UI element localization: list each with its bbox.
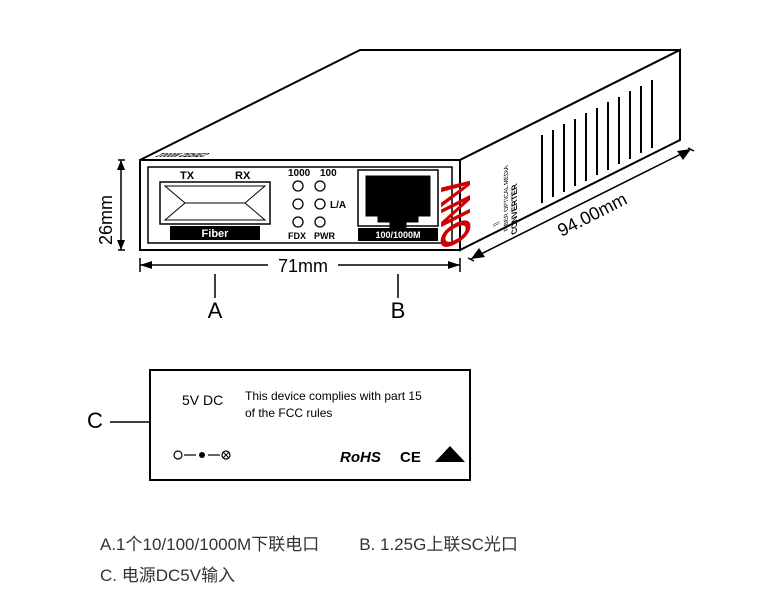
svg-text:B: B [391, 298, 406, 320]
callout-a: A [208, 274, 223, 320]
dim-height-label: 26mm [96, 195, 116, 245]
device-3d-diagram: TX RX Fiber 1000 100 L/A FDX PWR [20, 20, 740, 320]
led-fdx: FDX [288, 231, 306, 241]
callout-b: B [391, 274, 406, 320]
compliance-1: This device complies with part 15 [245, 389, 422, 403]
ce-mark: CE [400, 449, 421, 466]
rear-panel-outline [150, 370, 470, 480]
legend: A.1个10/100/1000M下联电口 B. 1.25G上联SC光口 C. 电… [20, 530, 738, 586]
dim-height: 26mm [96, 160, 125, 250]
rear-panel-diagram: C 5V DC This device complies with part 1… [20, 360, 740, 500]
rx-label: RX [235, 170, 251, 182]
callout-c: C [87, 408, 103, 433]
fiber-label: Fiber [202, 228, 230, 240]
led-1000: 1000 [288, 168, 311, 179]
led-100: 100 [320, 168, 337, 179]
voltage-label: 5V DC [182, 392, 223, 408]
legend-b: B. 1.25G上联SC光口 [359, 530, 518, 555]
tx-label: TX [180, 170, 195, 182]
led-pwr: PWR [314, 231, 335, 241]
legend-a: A.1个10/100/1000M下联电口 [100, 530, 319, 555]
rohs-mark: RoHS [340, 449, 381, 466]
rj45-label: 100/1000M [375, 230, 420, 240]
dim-width-label: 71mm [278, 256, 328, 276]
svg-text:A: A [208, 298, 223, 320]
dim-width: 71mm [140, 256, 460, 276]
compliance-2: of the FCC rules [245, 406, 332, 420]
led-la: L/A [330, 200, 346, 211]
tagline-bottom: CONVERTER [509, 182, 518, 237]
legend-c: C. 电源DC5V输入 [100, 561, 235, 586]
rj45-port: 100/1000M [358, 170, 438, 241]
